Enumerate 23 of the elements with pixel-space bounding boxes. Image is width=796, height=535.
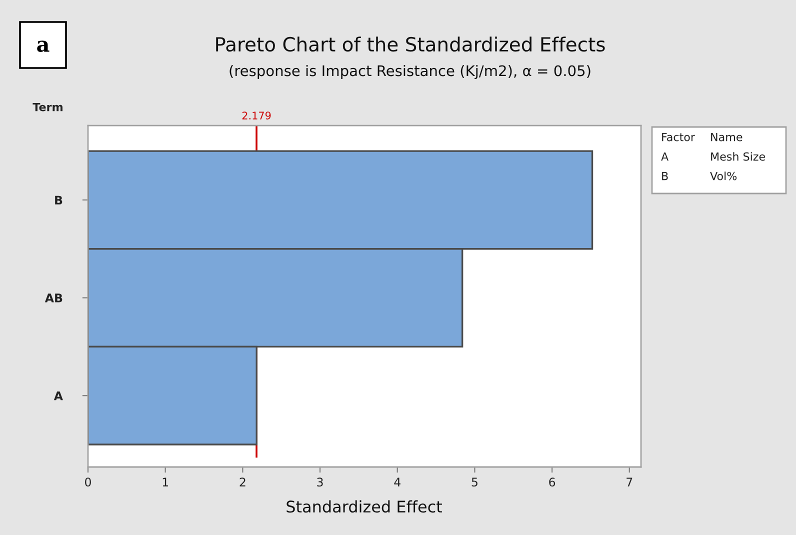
x-tick-label: 3 (317, 478, 323, 487)
x-axis-title: Standardized Effect (286, 500, 442, 513)
x-tick-label: 6 (549, 478, 556, 487)
y-axis-title: Term (32, 102, 62, 112)
text: Mesh Size (711, 152, 765, 161)
chart-subtitle: (response is Impact Resistance (Kj/m2), α = 0.05) (230, 64, 590, 80)
text: B (662, 172, 668, 180)
x-tick-label: 5 (472, 478, 478, 487)
y-tick-label: B (55, 196, 62, 204)
x-tick-label: 0 (85, 478, 91, 487)
text: A (661, 152, 669, 161)
ref-line-label: 2.179 (242, 112, 271, 120)
chart-title: Pareto Chart of the Standardized Effects (216, 36, 605, 52)
x-tick-label: 2 (240, 478, 246, 486)
x-tick-label: 7 (626, 478, 632, 486)
x-tick-label: 1 (162, 478, 168, 486)
text: Vol% (710, 172, 737, 180)
text: a (37, 40, 50, 52)
text: Factor (662, 132, 696, 142)
y-tick-label: A (54, 391, 63, 400)
y-tick-label: AB (44, 294, 62, 302)
text: Name (711, 132, 742, 142)
x-tick-label: 4 (394, 478, 400, 486)
